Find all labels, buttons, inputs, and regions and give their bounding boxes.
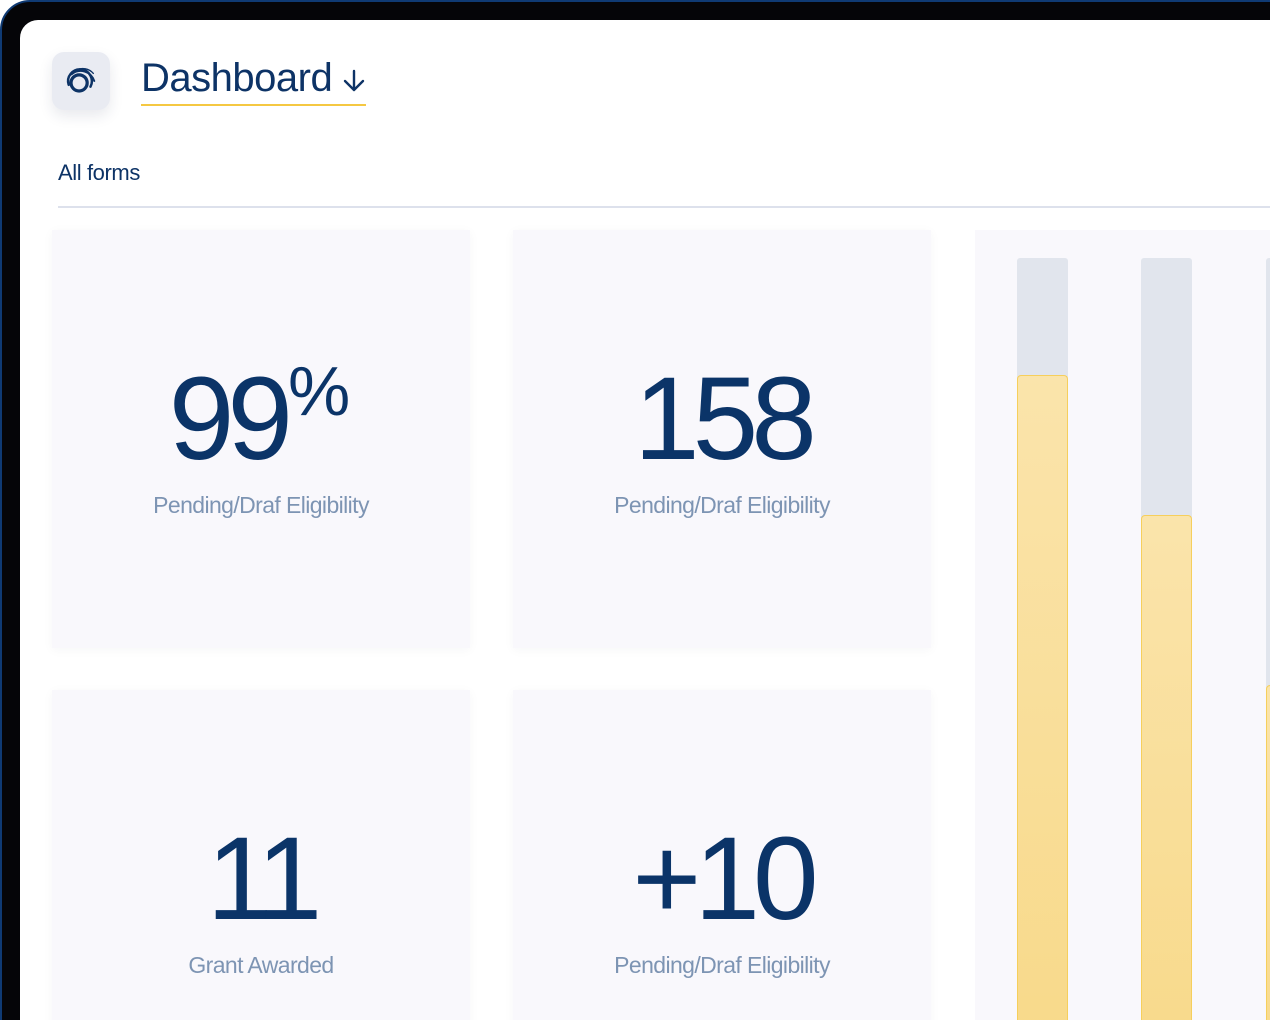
stat-card: +10 Pending/Draf Eligibility — [513, 690, 931, 1020]
stat-caption: Grant Awarded — [188, 951, 334, 978]
stat-value: +10 — [632, 812, 818, 945]
title-underline — [141, 104, 366, 106]
stat-suffix: % — [288, 351, 350, 430]
section-label: All forms — [58, 160, 140, 185]
bar-track[interactable] — [1017, 258, 1068, 1020]
app-logo[interactable] — [52, 52, 110, 110]
page-title: Dashboard — [141, 56, 333, 100]
stat-caption: Pending/Draf Eligibility — [614, 491, 830, 518]
bar-track[interactable] — [1266, 258, 1270, 1020]
stat-card: 99% Pending/Draf Eligibility — [52, 230, 470, 648]
dashboard-dropdown[interactable]: Dashboard — [141, 48, 368, 108]
stat-number: 99 — [168, 352, 293, 485]
stat-number: +10 — [632, 812, 818, 945]
bar-fill — [1266, 685, 1270, 1020]
section-divider — [58, 206, 1270, 208]
swirl-logo-icon — [66, 67, 96, 93]
arrow-down-icon — [343, 69, 365, 92]
stat-value: 99% — [168, 352, 354, 485]
stat-caption: Pending/Draf Eligibility — [614, 951, 830, 978]
bar-fill — [1141, 515, 1192, 1020]
bar-fill — [1017, 375, 1068, 1020]
stat-caption: Pending/Draf Eligibility — [153, 491, 369, 518]
stat-number: 11 — [206, 812, 322, 945]
bar-chart-panel — [975, 230, 1270, 1020]
stat-value: 11 — [206, 812, 322, 945]
stat-value: 158 — [634, 352, 817, 485]
stat-number: 158 — [634, 352, 817, 485]
bar-track[interactable] — [1141, 258, 1192, 1020]
app-screen: Dashboard All forms 99% Pending/Draf Eli… — [20, 20, 1270, 1020]
stat-card: 158 Pending/Draf Eligibility — [513, 230, 931, 648]
stat-card: 11 Grant Awarded — [52, 690, 470, 1020]
